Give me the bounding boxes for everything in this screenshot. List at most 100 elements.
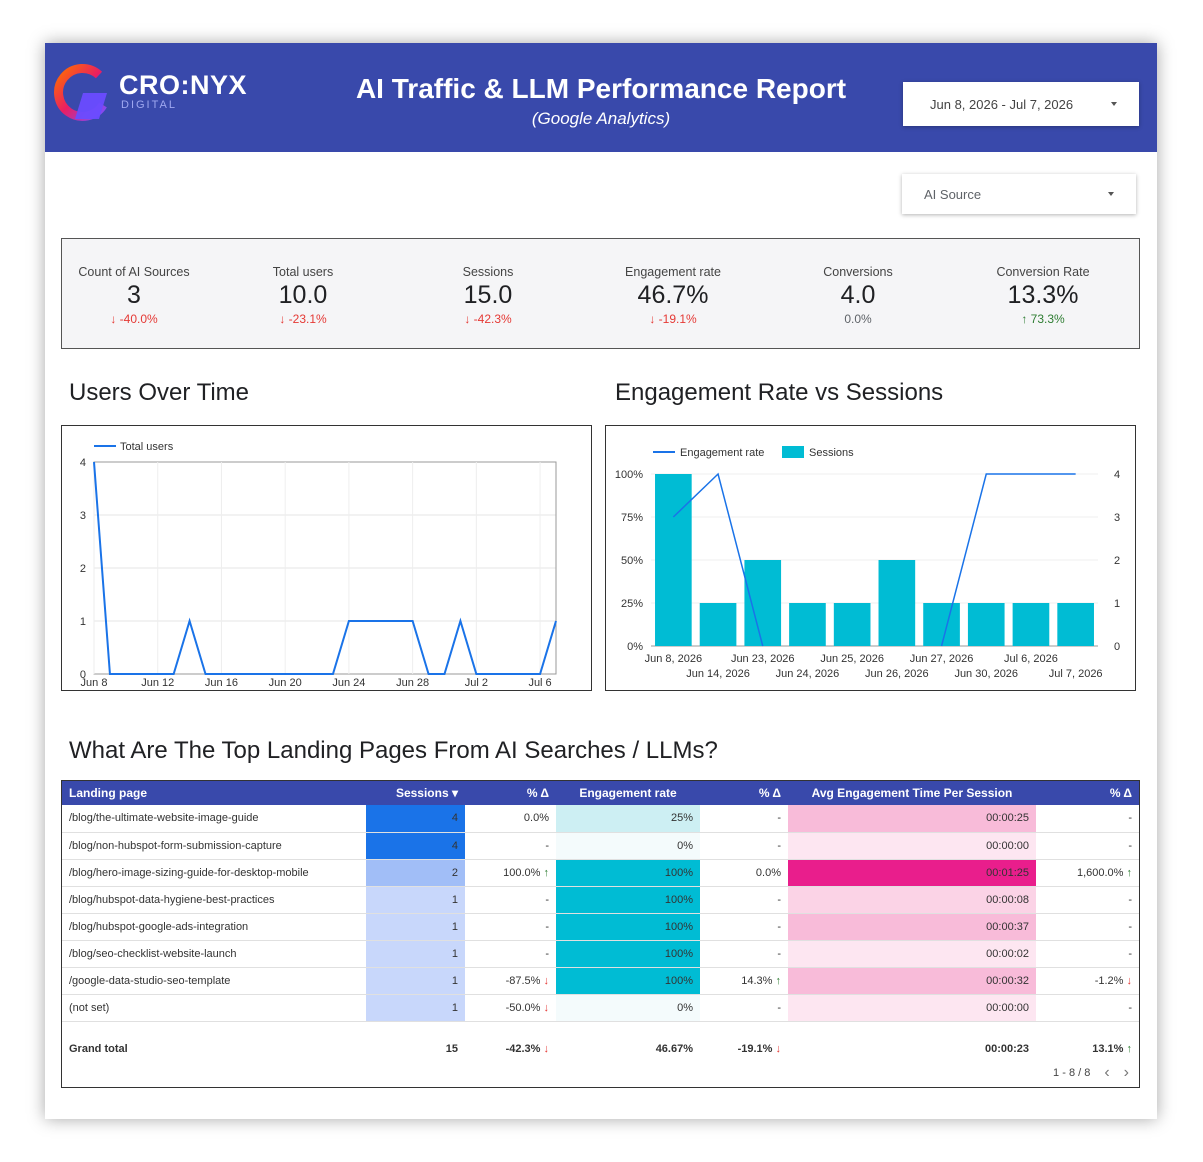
engagement-delta-cell: - [700, 940, 788, 968]
engagement-vs-sessions-title: Engagement Rate vs Sessions [615, 379, 944, 406]
landing-pages-table: Landing page Sessions ▾ % Δ Engagement r… [61, 780, 1140, 1088]
sessions-cell: 4 [366, 832, 465, 860]
sessions-bar [744, 560, 782, 646]
sessions-bar [1057, 603, 1094, 646]
landing-page-cell: /blog/non-hubspot-form-submission-captur… [62, 832, 366, 860]
engagement-rate-series-line [940, 473, 1076, 647]
table-row[interactable]: /blog/seo-checklist-website-launch 1-100%… [62, 940, 1139, 968]
time-delta-cell: - [1036, 805, 1139, 833]
sessions-cell: 1 [366, 886, 465, 914]
kpi-delta: ↑ 73.3% [953, 312, 1133, 326]
kpi-label: Sessions [462, 265, 514, 279]
delta-value: 0.0% [755, 866, 781, 879]
legend-label-total-users: Total users [120, 441, 174, 453]
x-tick-label: Jun 30, 2026 [954, 668, 1018, 680]
sessions-bar [833, 603, 871, 646]
delta-value: - [1128, 920, 1132, 933]
col-header-landing-page[interactable]: Landing page [69, 786, 147, 800]
col-header-sessions-delta[interactable]: % Δ [526, 786, 549, 800]
y-tick-label: 4 [80, 457, 86, 469]
x-tick-label: Jul 7, 2026 [1049, 668, 1103, 680]
ai-source-filter-label: AI Source [924, 186, 982, 202]
engagement-delta-cell: 14.3% ↑ [700, 967, 788, 995]
delta-value: - [777, 947, 781, 960]
next-page-icon[interactable]: › [1123, 1064, 1129, 1081]
delta-value: -19.1% [737, 1043, 773, 1056]
table-row[interactable]: /blog/non-hubspot-form-submission-captur… [62, 832, 1139, 860]
kpi-delta-value: 73.3% [1030, 312, 1065, 326]
pagination-range: 1 - 8 / 8 [1053, 1067, 1091, 1079]
kpi-delta-value: -40.0% [119, 312, 158, 326]
table-row[interactable]: /blog/hubspot-google-ads-integration 1-10… [62, 913, 1139, 941]
delta-value: 13.1% [1092, 1043, 1124, 1056]
engagement-rate-cell: 100% [556, 913, 700, 941]
arrow-down-icon: ↓ [540, 974, 549, 987]
landing-page-cell: /blog/the-ultimate-website-image-guide [62, 805, 366, 833]
users-over-time-svg: 0 1 2 3 4 Jun 8 Jun 12 Jun 16 Jun 20 Jun 24 Jun 28… [80, 441, 557, 689]
arrow-up-icon: ↑ [1123, 866, 1132, 879]
delta-value: - [777, 812, 781, 825]
x-tick-label: Jun 26, 2026 [865, 668, 929, 680]
sessions-cell: 1 [366, 913, 465, 941]
kpi-card: Engagement rate 46.7% ↓ -19.1% [583, 265, 763, 326]
sessions-bar [655, 474, 692, 646]
arrow-down-icon: ↓ [540, 1001, 549, 1014]
x-tick-label: Jun 14, 2026 [686, 668, 750, 680]
delta-value: -50.0% [505, 1001, 541, 1014]
engagement-rate-cell: 100% [556, 967, 700, 995]
total-engagement-delta-cell: -19.1% ↓ [700, 1021, 788, 1061]
col-header-time-delta[interactable]: % Δ [1109, 786, 1132, 800]
col-header-engagement-delta[interactable]: % Δ [758, 786, 781, 800]
kpi-label: Conversions [823, 265, 893, 279]
right-y-tick-label: 3 [1114, 512, 1120, 524]
date-range-value: Jun 8, 2026 - Jul 7, 2026 [930, 96, 1074, 112]
report-subtitle: (Google Analytics) [531, 109, 671, 128]
delta-value: - [777, 839, 781, 852]
delta-value: - [1128, 839, 1132, 852]
sessions-delta-cell: - [465, 913, 556, 941]
engagement-rate-cell: 100% [556, 940, 700, 968]
engagement-delta-cell: 0.0% [700, 859, 788, 887]
avg-engagement-time-cell: 00:01:25 [788, 859, 1036, 887]
y-tick-label: 3 [80, 510, 86, 522]
landing-page-cell: /google-data-studio-seo-template [62, 967, 366, 995]
users-over-time-title: Users Over Time [69, 379, 250, 406]
delta-value: - [777, 920, 781, 933]
avg-engagement-time-cell: 00:00:02 [788, 940, 1036, 968]
kpi-delta: ↓ -40.0% [45, 312, 224, 326]
sessions-delta-cell: - [465, 940, 556, 968]
table-row[interactable]: /google-data-studio-seo-template 1 -87.5% … [62, 967, 1139, 995]
kpi-delta-value: -42.3% [473, 312, 512, 326]
kpi-card: Total users 10.0 ↓ -23.1% [213, 265, 393, 326]
delta-value: -42.3% [505, 1043, 541, 1056]
delta-value: -87.5% [505, 974, 541, 987]
ai-source-filter[interactable]: AI Source [902, 174, 1136, 214]
delta-value: - [1128, 947, 1132, 960]
date-range-picker[interactable]: Jun 8, 2026 - Jul 7, 2026 [903, 82, 1139, 126]
engagement-delta-cell: - [700, 994, 788, 1022]
table-row[interactable]: /blog/hubspot-data-hygiene-best-practice… [62, 886, 1139, 914]
sessions-cell: 1 [366, 994, 465, 1022]
sessions-cell: 1 [366, 940, 465, 968]
avg-engagement-time-cell: 00:00:08 [788, 886, 1036, 914]
legend-swatch-sessions [782, 446, 804, 458]
kpi-label: Total users [272, 265, 334, 279]
kpi-delta: 0.0% [768, 312, 948, 326]
x-tick-label: Jun 23, 2026 [731, 653, 795, 665]
delta-value: -1.2% [1094, 974, 1124, 987]
col-header-avg-engagement-time[interactable]: Avg Engagement Time Per Session [811, 786, 1013, 800]
x-tick-label: Jun 16 [205, 677, 238, 689]
col-header-sessions[interactable]: Sessions ▾ [395, 786, 458, 800]
table-row[interactable]: /blog/the-ultimate-website-image-guide 4 0… [62, 805, 1139, 833]
right-y-tick-label: 2 [1114, 555, 1120, 567]
col-header-engagement-rate[interactable]: Engagement rate [579, 786, 677, 800]
landing-page-cell: /blog/seo-checklist-website-launch [62, 940, 366, 968]
x-tick-label: Jun 28 [396, 677, 429, 689]
sessions-bar [967, 603, 1005, 646]
table-row[interactable]: /blog/hero-image-sizing-guide-for-deskto… [62, 859, 1139, 887]
delta-value: - [777, 1001, 781, 1014]
table-row[interactable]: (not set) 1 -50.0% ↓ 0% -00:00:00- [62, 994, 1139, 1022]
previous-page-icon[interactable]: ‹ [1104, 1064, 1110, 1081]
sessions-bar [878, 560, 916, 646]
y-tick-label: 0 [80, 669, 86, 681]
